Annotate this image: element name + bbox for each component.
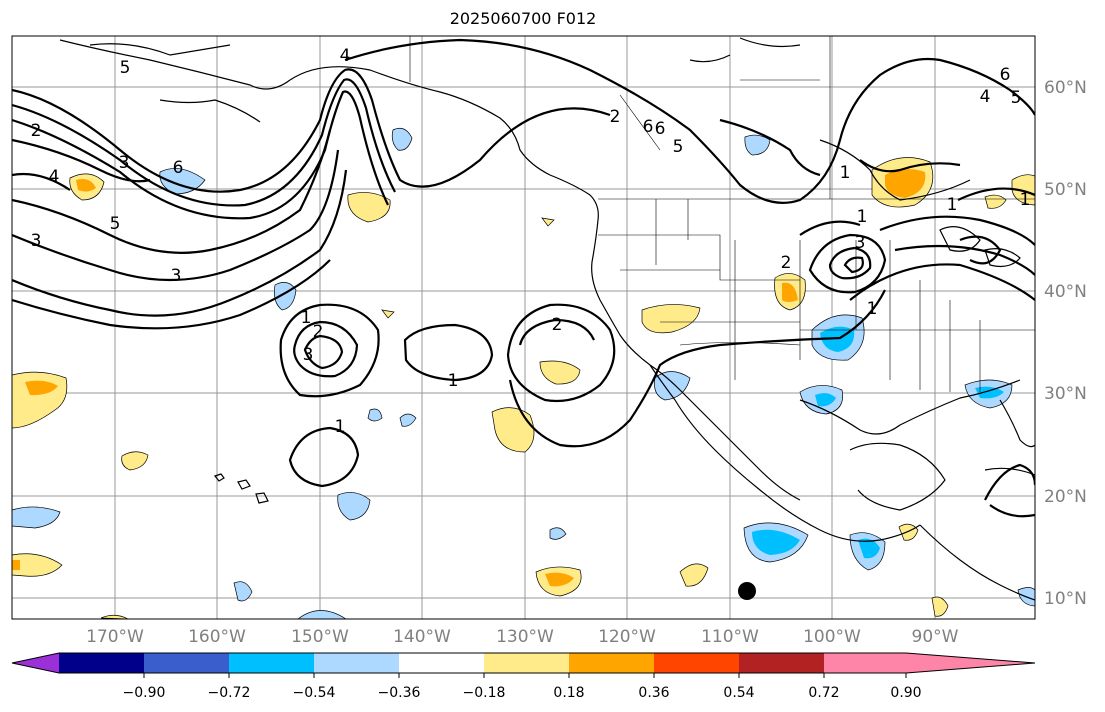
colorbar-segment (654, 653, 739, 673)
colorbar-label: −0.90 (123, 685, 166, 701)
contour-label: 1 (448, 371, 459, 391)
contour-label: 6 (1000, 65, 1011, 85)
colorbar-segment (59, 653, 144, 673)
colorbar-label: 0.36 (638, 685, 669, 701)
lon-label: 160°W (188, 627, 246, 647)
lon-label: 170°W (86, 627, 144, 647)
colorbar-segment (229, 653, 314, 673)
lon-label: 140°W (393, 627, 451, 647)
colorbar-segment (314, 653, 399, 673)
lat-label: 50°N (1044, 180, 1087, 200)
contour-label: 4 (980, 87, 991, 107)
contour-label: 1 (857, 207, 868, 227)
positive-shading (12, 157, 1035, 619)
lon-label: 120°W (598, 627, 656, 647)
contour-label: 6 (643, 117, 654, 137)
contour-label: 1 (301, 308, 312, 328)
colorbar-label: −0.36 (378, 685, 421, 701)
colorbar-label: −0.18 (463, 685, 506, 701)
lon-label: 130°W (496, 627, 554, 647)
contour-label: 1 (840, 163, 851, 183)
contour-label: 5 (120, 58, 131, 78)
contour-label: 5 (1011, 88, 1022, 108)
contour-label: 3 (119, 153, 130, 173)
contour-label: 3 (31, 231, 42, 251)
contour-label: 2 (610, 107, 621, 127)
contour-label: 2 (552, 315, 563, 335)
lat-label: 30°N (1044, 384, 1087, 404)
lon-label: 100°W (803, 627, 861, 647)
lat-label: 60°N (1044, 78, 1087, 98)
contour-label: 2 (31, 121, 42, 141)
lon-label: 90°W (912, 627, 959, 647)
contour-label: 2 (781, 253, 792, 273)
location-marker (738, 582, 756, 600)
colorbar-label: −0.72 (208, 685, 251, 701)
contour-label: 1 (335, 417, 346, 437)
contour-label-group: 5 4 6 3 2 4 3 6 5 3 1 2 3 1 1 2 2 6 5 2 … (31, 46, 1031, 437)
map-frame (11, 35, 1036, 620)
colorbar-segment (739, 653, 824, 673)
lat-label: 10°N (1044, 589, 1087, 609)
colorbar: −0.90 −0.72 −0.54 −0.36 −0.18 0.18 0.36 … (11, 652, 1036, 701)
longitude-labels: 170°W 160°W 150°W 140°W 130°W 120°W 110°… (86, 627, 959, 647)
colorbar-label: 0.54 (723, 685, 754, 701)
latitude-labels: 60°N 50°N 40°N 30°N 20°N 10°N (1044, 78, 1087, 609)
contour-label: 3 (171, 266, 182, 286)
colorbar-label: −0.54 (293, 685, 336, 701)
map-title: 2025060700 F012 (449, 9, 597, 28)
colorbar-segment (399, 653, 484, 673)
colorbar-label: 0.18 (553, 685, 584, 701)
lon-label: 110°W (701, 627, 759, 647)
colorbar-segment (569, 653, 654, 673)
colorbar-segment (484, 653, 569, 673)
colorbar-label: 0.72 (808, 685, 839, 701)
contour-label: 4 (49, 167, 60, 187)
colorbar-label: 0.90 (890, 685, 921, 701)
colorbar-extend-min (12, 653, 59, 673)
colorbar-segment (144, 653, 229, 673)
lon-label: 150°W (291, 627, 349, 647)
contour-label: 1 (947, 195, 958, 215)
contours (12, 38, 1035, 518)
contour-label: 2 (313, 322, 324, 342)
contour-label: 3 (303, 345, 314, 365)
contour-label: 3 (855, 233, 866, 253)
contour-label: 5 (110, 214, 121, 234)
contour-label: 6 (655, 119, 666, 139)
lat-label: 40°N (1044, 282, 1087, 302)
contour-label: 1 (867, 299, 878, 319)
colorbar-extend-max (906, 653, 1035, 673)
graticule (12, 36, 1035, 619)
contour-label: 4 (340, 46, 351, 66)
contour-label: 6 (173, 158, 184, 178)
lat-label: 20°N (1044, 487, 1087, 507)
contour-label: 5 (673, 137, 684, 157)
contour-label: 1 (1020, 190, 1031, 210)
colorbar-segment (824, 653, 906, 673)
colorbar-outline (11, 652, 1036, 674)
